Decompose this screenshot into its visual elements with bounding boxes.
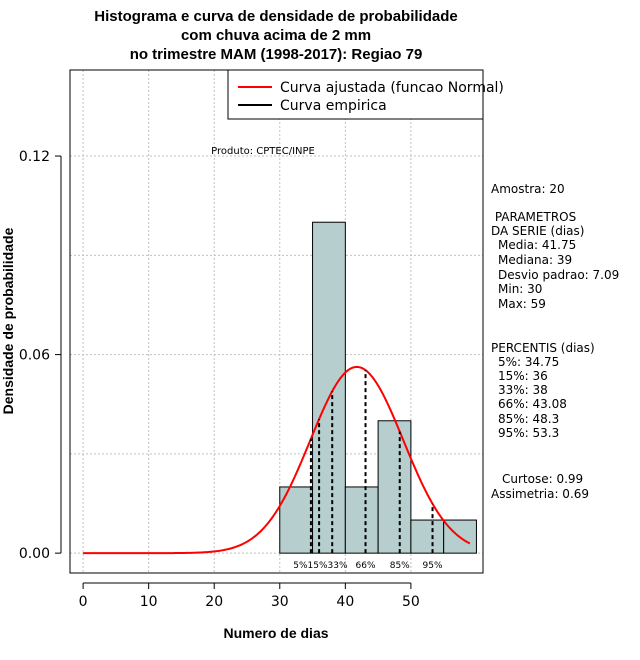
x-axis-label: Numero de dias [223, 625, 328, 641]
density-curve-group [83, 365, 471, 555]
legend-label-empirical: Curva empirica [280, 98, 387, 114]
param-desvio: Desvio padrao: 7.09 [498, 268, 620, 282]
percentil-15: 15%: 36 [498, 369, 548, 383]
y-axis-label: Densidade de probabilidade [0, 227, 16, 414]
percentil-95: 95%: 53.3 [498, 426, 560, 440]
x-tick-label-0: 0 [79, 594, 88, 610]
percentile-label-5-15-33: 5%15%33% [293, 561, 348, 571]
stat-amostra: Amostra: 20 [491, 182, 565, 196]
x-tick-label-30: 30 [271, 594, 289, 610]
y-tick-label-0: 0.00 [19, 546, 50, 562]
chart-title-line-2: com chuva acima de 2 mm [181, 27, 371, 44]
percentile-label-66: 66% [356, 561, 376, 571]
percentil-85: 85%: 48.3 [498, 412, 560, 426]
product-annotation: Produto: CPTEC/INPE [211, 146, 315, 157]
y-tick-label-2: 0.12 [19, 149, 50, 165]
normal-density-curve [83, 365, 471, 555]
legend-box [227, 69, 484, 120]
chart-title-line-3: no trimestre MAM (1998-2017): Regiao 79 [130, 46, 423, 63]
percentil-33: 33%: 38 [498, 383, 548, 397]
stat-curtose: Curtose: 0.99 [502, 472, 584, 486]
param-media: Media: 41.75 [498, 238, 577, 252]
percentile-label-85: 85% [390, 561, 410, 571]
percentil-66: 66%: 43.08 [498, 397, 567, 411]
percentile-lines: 5%15%33% 66% 85% 95% [293, 370, 443, 571]
params-title-line-2: DA SERIE (dias) [491, 224, 585, 238]
histogram-bars [279, 221, 477, 554]
percentile-label-95: 95% [423, 561, 443, 571]
x-tick-label-20: 20 [205, 594, 223, 610]
percentil-5: 5%: 34.75 [498, 355, 560, 369]
param-max: Max: 59 [498, 297, 546, 311]
legend: Curva ajustada (funcao Normal) Curva emp… [227, 69, 504, 120]
percentis-title: PERCENTIS (dias) [491, 341, 595, 355]
param-mediana: Mediana: 39 [498, 253, 573, 267]
chart-title-line-1: Histograma e curva de densidade de proba… [94, 8, 457, 25]
x-tick-label-10: 10 [140, 594, 158, 610]
histogram-bar-3 [344, 486, 379, 554]
param-min: Min: 30 [498, 282, 543, 296]
histogram-bar-4 [377, 420, 412, 554]
stat-assimetria: Assimetria: 0.69 [491, 487, 590, 501]
legend-label-normal: Curva ajustada (funcao Normal) [280, 80, 504, 96]
params-title-line-1: PARAMETROS [491, 210, 577, 224]
histogram-bar-2 [312, 221, 346, 554]
axes: 0 10 20 30 40 50 0.00 0.06 0.12 [19, 149, 420, 610]
histogram-bar-5 [410, 519, 445, 554]
x-tick-label-40: 40 [336, 594, 354, 610]
x-tick-label-50: 50 [402, 594, 420, 610]
y-tick-label-1: 0.06 [19, 348, 50, 364]
